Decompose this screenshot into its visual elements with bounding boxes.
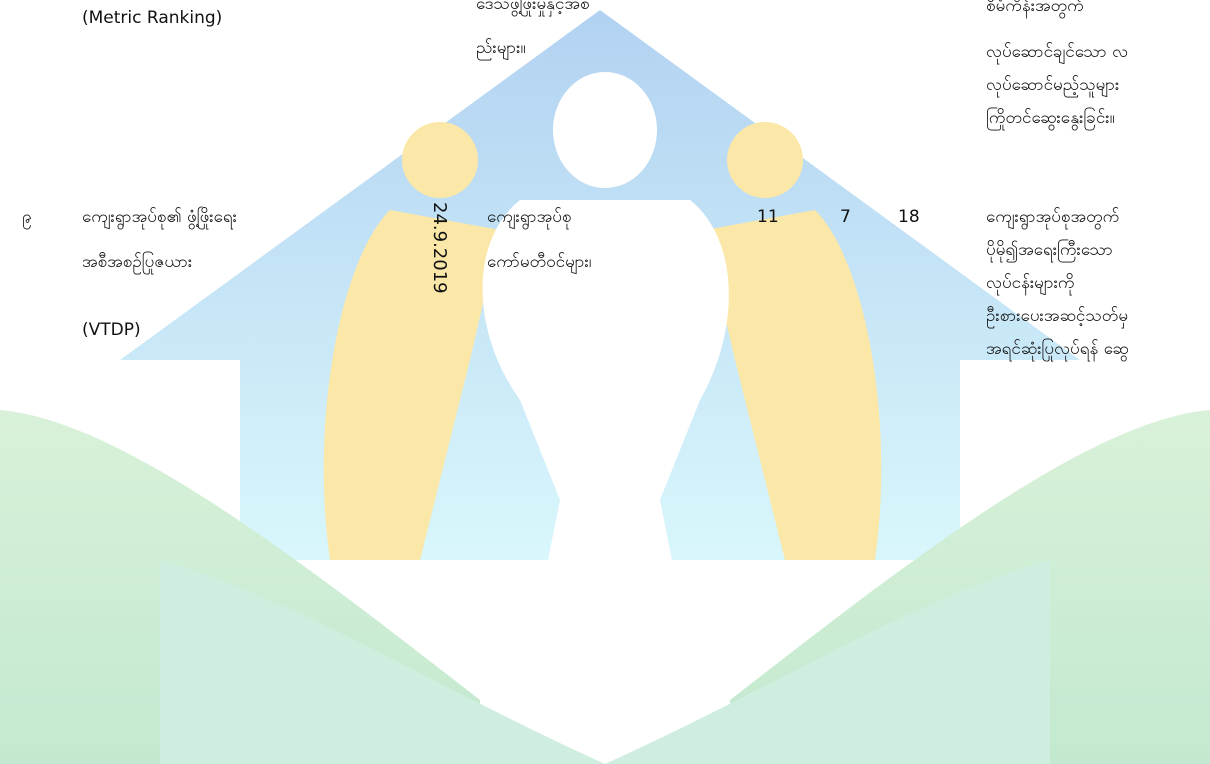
row-name: (VTDP) [82,318,141,342]
row-remarks: ကြိုတင်ဆွေးနွေးခြင်း။ [986,106,1115,130]
row-remarks: လုပ်ဆောင်ချင်သော လ [986,40,1128,64]
row-remarks: လုပ်ဆောင်မည့်သူများ [986,73,1119,97]
male-count: 11 [757,205,779,229]
row-description: ကော်မတီဝင်များ၊ [487,250,592,274]
row-remarks: ဦးစားပေးအဆင့်သတ်မှ [986,304,1128,328]
row-name: ကျေးရွာအုပ်စု၏ ဖွံ့ဖြိုးရေး [82,205,237,229]
row-description: ကျေးရွာအုပ်စု [487,205,572,229]
row-remarks: ပိုမို၍အရေးကြီးသော [986,238,1113,262]
female-count: 7 [840,205,851,229]
row-description: ည်းများ။ [476,36,526,60]
total-count: 18 [898,205,920,229]
row-name: အစီအစဉ်ပြုဇယား [82,250,192,274]
row-date: 24.9.2019 [429,202,450,294]
row-name: (Metric Ranking) [82,6,222,30]
row-remarks: စီမံကိန်းအတွက် [986,0,1084,18]
row-remarks: ကျေးရွာအုပ်စုအတွက် [986,205,1119,229]
row-description: ဒေသဖွံ့ဖြိုးမှုနှင့်အစ [476,0,590,16]
row-remarks: လုပ်ငန်းများကို [986,271,1075,295]
row-remarks: အရင်ဆုံးပြုလုပ်ရန် ဆွေ [986,337,1129,361]
document-page: (Metric Ranking) ဒေသဖွံ့ဖြိုးမှုနှင့်အစ … [0,0,1210,764]
row-number: ၉ [22,205,32,229]
